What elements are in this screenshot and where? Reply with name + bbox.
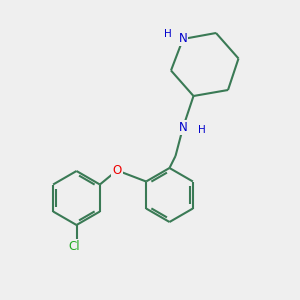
Text: H: H <box>198 125 206 135</box>
Text: O: O <box>112 164 122 177</box>
Text: H: H <box>164 28 172 39</box>
Text: Cl: Cl <box>68 240 80 254</box>
Text: N: N <box>178 32 188 46</box>
Text: N: N <box>178 121 188 134</box>
